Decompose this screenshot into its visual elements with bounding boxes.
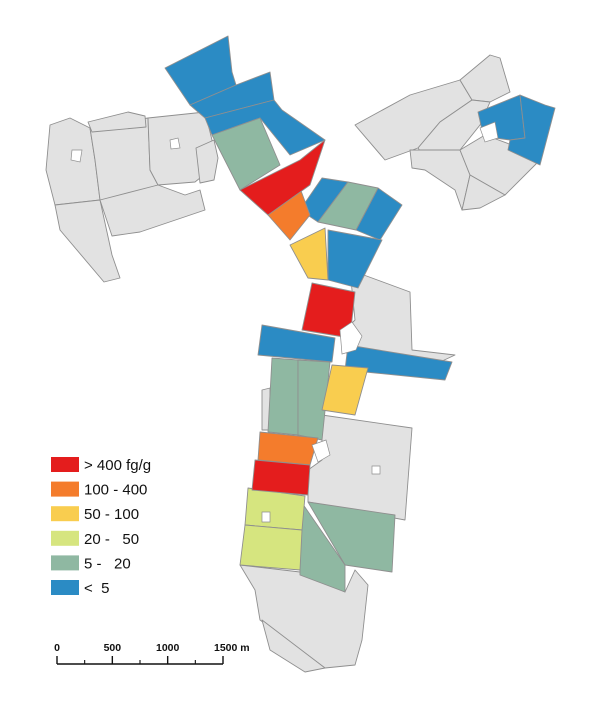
parcel-band-blue-east [344, 344, 453, 381]
parcel-ne-6 [461, 174, 506, 211]
scale-label-1500: 1500 m [214, 642, 250, 654]
hole-1 [339, 321, 363, 355]
parcel-west-7 [195, 139, 219, 184]
legend-label-class-gt400: > 400 fg/g [84, 457, 151, 474]
parcel-center-red-1 [239, 139, 326, 216]
parcel-center-green [317, 181, 379, 231]
sampled-parcels [164, 35, 556, 593]
legend-swatch-class-20-50 [51, 530, 79, 546]
parcel-mid-orange [257, 431, 319, 466]
parcel-mid-red [251, 459, 311, 496]
scale-bar: 0 500 1000 1500 m [54, 642, 250, 665]
parcel-ne-blue-2 [507, 94, 556, 166]
parcel-south-lime-2 [239, 524, 303, 571]
parcel-mid-green-2 [297, 359, 331, 441]
legend-label-class-50-100: 50 - 100 [84, 506, 139, 523]
parcel-north-blue-1 [164, 35, 237, 106]
hole-4 [261, 511, 271, 523]
hole-7 [371, 465, 381, 475]
legend-swatch-class-100-400 [51, 481, 79, 497]
scale-label-1000: 1000 [156, 642, 180, 654]
legend-swatch-class-gt400 [51, 457, 79, 472]
hole-2 [311, 439, 331, 463]
parcel-west-5 [87, 111, 147, 133]
legend-swatch-class-5-20 [51, 555, 79, 571]
no-data-parcels [45, 54, 541, 673]
legend-label-class-20-50: 20 - 50 [84, 531, 139, 548]
parcel-mid-green-1 [267, 357, 299, 436]
parcel-mid-yellow [321, 364, 369, 416]
parcel-west-4 [99, 184, 206, 237]
parcel-south-tip [261, 619, 326, 673]
legend-label-class-5-20: 5 - 20 [84, 555, 131, 572]
parcel-ne-4 [409, 149, 471, 211]
parcel-band-blue-west [257, 324, 336, 363]
legend-swatch-class-50-100 [51, 506, 79, 522]
scale-label-500: 500 [104, 642, 122, 654]
map-holes [70, 121, 499, 523]
legend-swatch-class-lt5 [51, 580, 79, 595]
parcel-south-green-1 [307, 501, 396, 573]
legend-label-class-lt5: < 5 [84, 580, 109, 597]
parcel-north-green [211, 117, 281, 191]
hole-3 [479, 121, 499, 143]
parcel-center-yellow [289, 227, 329, 281]
scale-label-0: 0 [54, 642, 60, 654]
legend: > 400 fg/g 100 - 400 50 - 100 20 - 50 5 - 20… [51, 457, 151, 597]
hole-6 [169, 137, 181, 150]
hole-5 [70, 149, 83, 163]
parcel-north-blue-2 [189, 71, 275, 119]
parcel-center-blue-3 [327, 229, 383, 289]
legend-label-class-100-400: 100 - 400 [84, 482, 147, 499]
